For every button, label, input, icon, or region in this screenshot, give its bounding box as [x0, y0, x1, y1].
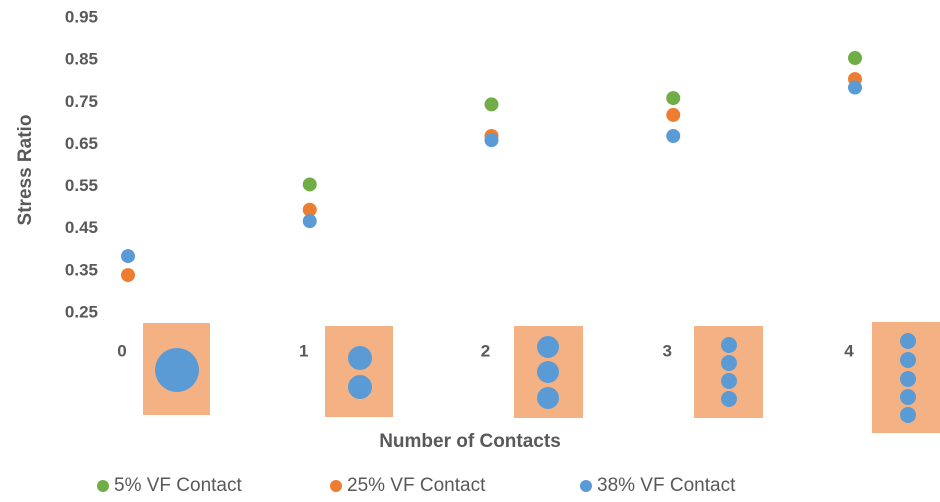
point [484, 133, 499, 148]
x-tick-label: 1 [299, 341, 308, 360]
y-tick-label: 0.25 [65, 302, 98, 321]
point [121, 268, 135, 283]
fiber [537, 361, 559, 383]
fiber [537, 387, 559, 409]
legend-label: 38% VF Contact [597, 475, 736, 496]
legend-marker [97, 480, 109, 492]
point [666, 91, 681, 106]
fiber [900, 371, 916, 387]
fiber [900, 389, 916, 405]
point [666, 129, 681, 143]
point [302, 177, 317, 192]
point [484, 97, 499, 112]
y-tick-label: 0.55 [65, 176, 98, 195]
point [302, 214, 317, 229]
y-tick-label: 0.85 [65, 50, 98, 69]
y-tick-label: 0.65 [65, 134, 98, 153]
legend-label: 25% VF Contact [347, 475, 486, 496]
fiber [721, 373, 737, 389]
fiber [900, 352, 916, 368]
point [121, 249, 135, 264]
legend-marker [330, 480, 342, 492]
fiber [721, 337, 737, 353]
fiber [155, 348, 199, 392]
x-axis-title: Number of Contacts [379, 431, 561, 452]
point [848, 51, 862, 66]
y-tick-label: 0.75 [65, 92, 98, 111]
y-tick-label: 0.95 [65, 7, 98, 26]
contact-diagrams [143, 322, 940, 433]
point [848, 80, 862, 95]
point [302, 202, 317, 217]
point [666, 107, 681, 122]
fiber [721, 391, 737, 407]
y-axis-title: Stress Ratio [15, 115, 36, 226]
x-tick-label: 0 [117, 341, 126, 360]
x-tick-label: 4 [844, 341, 854, 360]
legend-label: 5% VF Contact [114, 475, 242, 496]
y-tick-label: 0.35 [65, 260, 98, 279]
x-tick-label: 2 [481, 341, 490, 360]
fiber [721, 355, 737, 371]
fiber [900, 407, 916, 423]
legend-marker [580, 480, 592, 492]
x-tick-label: 3 [663, 341, 672, 360]
fiber [348, 346, 372, 370]
fiber [537, 336, 559, 358]
fiber [348, 375, 372, 399]
y-tick-label: 0.45 [65, 218, 98, 237]
fiber [900, 333, 916, 349]
diagram-box [325, 326, 393, 417]
